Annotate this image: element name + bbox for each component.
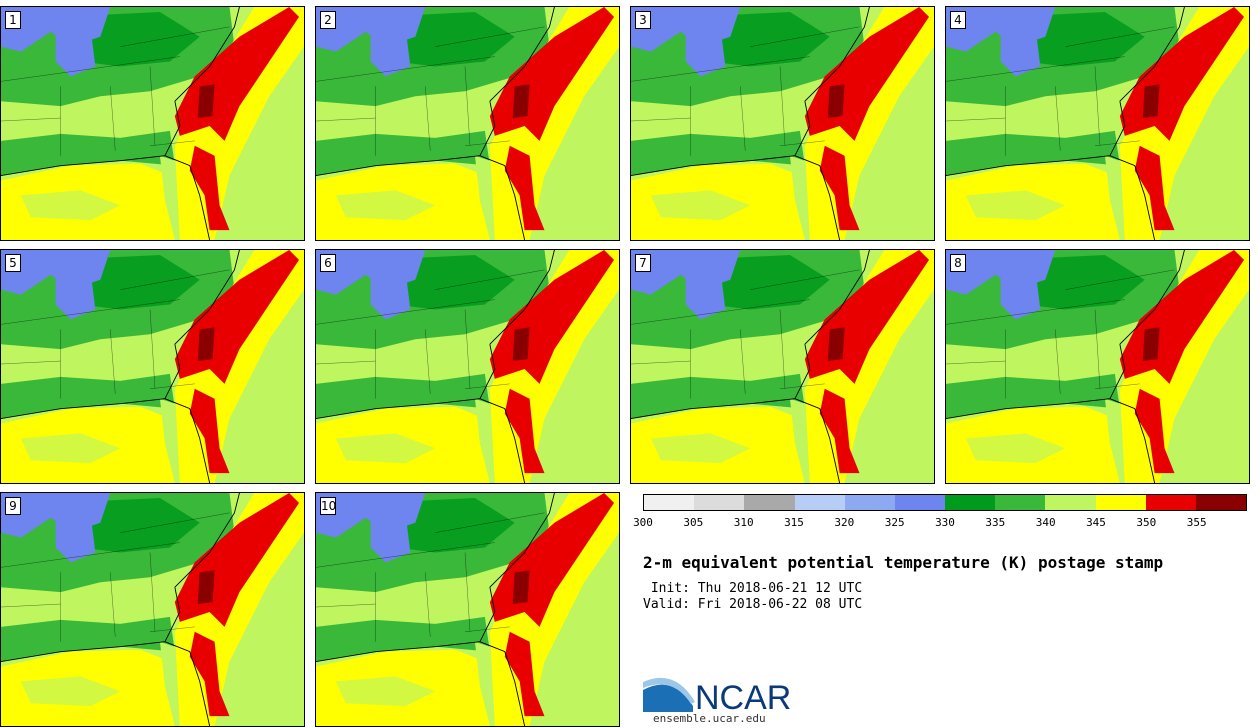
colorbar-tick-label: 340 [1035,516,1056,529]
member-number: 10 [320,497,337,515]
member-number: 5 [5,254,21,272]
theta-e-map [1,250,304,483]
member-number: 6 [320,254,336,272]
map-panel-7: 7 [630,249,935,484]
colorbar-tick-label: 325 [884,516,905,529]
theta-e-map [1,7,304,240]
map-panel-2: 2 [315,6,620,241]
theta-e-map [1,493,304,726]
theta-e-map [946,7,1249,240]
member-number: 9 [5,497,21,515]
colorbar-segment [1145,495,1196,510]
theta-e-map [316,493,619,726]
colorbar-segment [1095,495,1146,510]
theta-e-map [946,250,1249,483]
map-panel-6: 6 [315,249,620,484]
member-number: 3 [635,11,651,29]
colorbar-tick-label: 345 [1086,516,1106,529]
colorbar-segment [995,495,1046,510]
colorbar-segment [644,495,695,510]
colorbar-segment [1195,495,1247,510]
colorbar-segment [945,495,996,510]
theta-e-map [631,250,934,483]
member-number: 4 [950,11,966,29]
colorbar-segment [744,495,795,510]
map-panel-10: 10 [315,492,620,727]
ncar-logo-icon [643,677,695,712]
colorbar-tick-label: 335 [985,516,1006,529]
colorbar-segment [894,495,946,510]
map-panel-1: 1 [0,6,305,241]
colorbar-segment [1045,495,1096,510]
logo-url: ensemble.ucar.edu [653,712,766,725]
colorbar-tick-label: 320 [834,516,855,529]
ncar-logo-text: NCAR [695,679,792,717]
map-panel-8: 8 [945,249,1250,484]
colorbar-tick-label: 350 [1136,516,1157,529]
member-number: 2 [320,11,336,29]
colorbar-tick-label: 330 [935,516,955,529]
colorbar-tick-label: 355 [1186,516,1207,529]
theta-e-map [316,250,619,483]
theta-e-map [631,7,934,240]
member-number: 7 [635,254,651,272]
colorbar-tick-label: 310 [733,516,754,529]
init-time: Init: Thu 2018-06-21 12 UTC [643,581,863,596]
member-number: 1 [5,11,21,29]
colorbar-segment [794,495,845,510]
map-panel-3: 3 [630,6,935,241]
member-number: 8 [950,254,966,272]
map-panel-9: 9 [0,492,305,727]
colorbar-tick-label: 300 [633,516,653,529]
valid-time: Valid: Fri 2018-06-22 08 UTC [643,597,863,612]
colorbar-tick-label: 305 [683,516,704,529]
colorbar-segment [694,495,745,510]
theta-e-map [316,7,619,240]
map-panel-5: 5 [0,249,305,484]
page-title: 2-m equivalent potential temperature (K)… [643,553,1164,572]
colorbar-tick-label: 315 [784,516,804,529]
colorbar [643,494,1247,511]
map-panel-4: 4 [945,6,1250,241]
colorbar-segment [844,495,895,510]
